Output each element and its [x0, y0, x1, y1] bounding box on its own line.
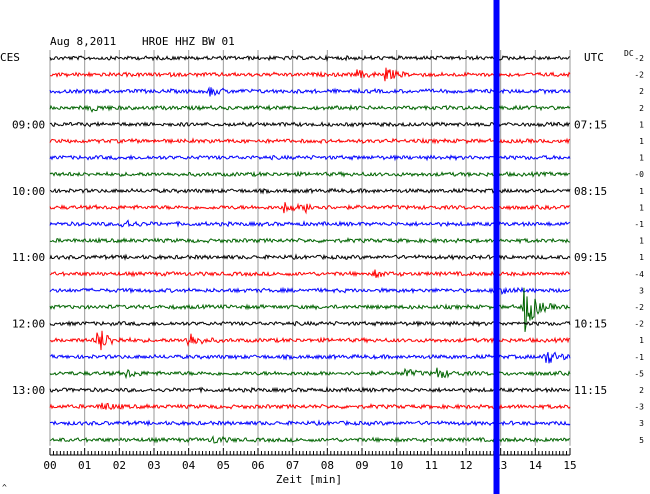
dc-offset-value: -2: [634, 54, 644, 63]
dc-offset-value: -3: [634, 403, 644, 412]
seismic-trace: [49, 187, 571, 195]
x-tick-label: 00: [43, 459, 56, 472]
dc-label: DC: [624, 49, 634, 58]
event-marker: [493, 0, 500, 494]
seismic-trace: [49, 320, 571, 328]
header-station: HROE HHZ BW 01: [142, 35, 235, 48]
seismic-trace: [49, 367, 571, 380]
corner-mark: ^: [2, 483, 7, 492]
dc-offset-value: -2: [634, 303, 644, 312]
seismic-trace: [49, 419, 571, 427]
dc-offset-value: 2: [639, 386, 644, 395]
dc-offset-value: -4: [634, 270, 644, 279]
x-tick-label: 10: [390, 459, 403, 472]
seismic-trace: [49, 137, 571, 145]
x-axis: 00 01 02 03 04 05 06 07 08 09 10 11 12 13 14 15: [43, 448, 577, 472]
dc-offset-value: 1: [639, 203, 644, 212]
x-tick-label: 03: [147, 459, 160, 472]
x-tick-label: 04: [182, 459, 196, 472]
dc-offset-value: -2: [634, 320, 644, 329]
seismic-trace: [49, 120, 570, 128]
dc-offset-value: 5: [639, 436, 644, 445]
marker-bar: [493, 0, 500, 494]
x-tick-label: 09: [355, 459, 368, 472]
left-zone-label: CES: [0, 51, 20, 64]
left-time-label: 11:00: [12, 251, 45, 264]
dc-offset-value: -0: [634, 170, 644, 179]
seismic-trace: [49, 253, 571, 261]
left-time-label: 10:00: [12, 185, 45, 198]
right-time-label: 09:15: [574, 251, 607, 264]
seismic-trace: [49, 402, 571, 411]
dc-offset-value: 1: [639, 137, 644, 146]
x-tick-label: 01: [78, 459, 91, 472]
x-tick-label: 11: [425, 459, 438, 472]
dc-offset-value: -5: [634, 369, 644, 378]
dc-offset-value: 2: [639, 87, 644, 96]
left-time-label: 13:00: [12, 384, 45, 397]
seismic-trace: [49, 86, 571, 97]
seismic-trace: [49, 330, 571, 351]
seismic-trace: [49, 104, 571, 113]
seismic-trace: [49, 386, 571, 394]
x-tick-label: 06: [251, 459, 264, 472]
dc-offset-value: -1: [634, 353, 644, 362]
x-tick-label: 14: [529, 459, 543, 472]
seismic-trace: [49, 154, 571, 162]
right-time-label: 07:15: [574, 118, 607, 131]
dc-offset-value: 1: [639, 120, 644, 129]
seismic-trace: [49, 236, 571, 245]
x-tick-label: 05: [217, 459, 230, 472]
dc-offset-value: -1: [634, 220, 644, 229]
dc-offset-value: 1: [639, 253, 644, 262]
seismic-trace: [49, 67, 571, 82]
dc-offset-column: -2 -2 2 2 1 1 1 -0 1 1 -1 1 1 -4 3 -2 -2 1 -1 -5 2 -3 3 5: [634, 54, 644, 445]
dc-offset-value: 1: [639, 187, 644, 196]
x-tick-label: 08: [321, 459, 334, 472]
right-time-label: 10:15: [574, 318, 607, 331]
seismic-trace: [49, 287, 571, 332]
left-time-label: 09:00: [12, 118, 45, 131]
x-tick-label: 15: [563, 459, 576, 472]
dc-offset-value: 1: [639, 154, 644, 163]
seismic-trace: [49, 219, 571, 228]
dc-offset-value: 3: [639, 419, 644, 428]
left-time-label: 12:00: [12, 318, 45, 331]
dc-offset-value: -2: [634, 71, 644, 80]
seismic-trace: [49, 282, 571, 301]
x-tick-label: 02: [113, 459, 126, 472]
right-time-label: 08:15: [574, 185, 607, 198]
dc-offset-value: 1: [639, 237, 644, 246]
seismic-trace: [49, 351, 571, 364]
right-zone-label: UTC: [584, 51, 604, 64]
x-axis-title: Zeit [min]: [276, 473, 342, 486]
seismic-trace: [49, 54, 571, 62]
dc-offset-value: 2: [639, 104, 644, 113]
right-time-label: 11:15: [574, 384, 607, 397]
x-tick-label: 07: [286, 459, 299, 472]
seismic-trace: [49, 435, 570, 444]
dc-offset-value: 1: [639, 336, 644, 345]
time-labels: 09:00 10:00 11:00 12:00 13:00 07:15 08:15 09:15…: [12, 118, 607, 397]
seismic-trace: [49, 170, 571, 178]
seismic-trace: [49, 269, 571, 279]
minute-grid: [49, 50, 571, 446]
seismic-trace: [49, 202, 571, 215]
dc-offset-value: 3: [639, 286, 644, 295]
x-tick-label: 12: [459, 459, 472, 472]
header-date: Aug 8,2011: [50, 35, 116, 48]
trace-group: [49, 54, 571, 444]
